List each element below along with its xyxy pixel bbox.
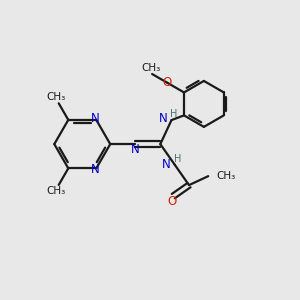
Text: N: N [90,112,99,125]
Text: N: N [159,112,168,125]
Text: CH₃: CH₃ [46,92,65,102]
Text: O: O [167,195,176,208]
Text: CH₃: CH₃ [217,171,236,181]
Text: N: N [131,143,140,156]
Text: H: H [170,109,178,118]
Text: H: H [174,154,181,164]
Text: O: O [163,76,172,89]
Text: CH₃: CH₃ [141,62,160,73]
Text: N: N [162,158,171,171]
Text: N: N [90,163,99,176]
Text: CH₃: CH₃ [46,186,65,197]
